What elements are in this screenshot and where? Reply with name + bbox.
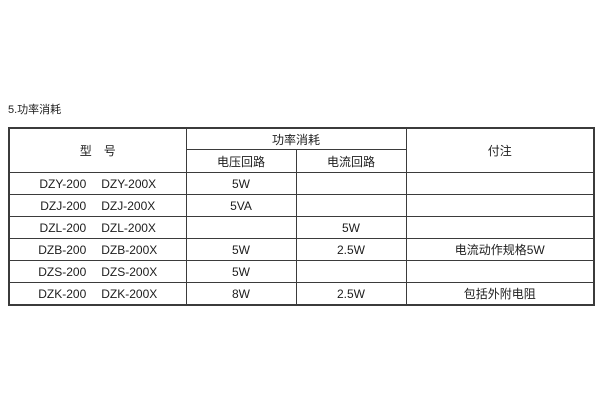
cell-voltage: 5W (185, 260, 297, 283)
cell-note (405, 260, 595, 283)
table-row: DZJ-200 DZJ-200X 5VA (8, 194, 595, 217)
cell-note: 包括外附电阻 (405, 282, 595, 306)
model-name-x: DZY-200X (101, 176, 157, 191)
cell-voltage: 5W (185, 238, 297, 261)
cell-current (295, 172, 407, 195)
cell-note (405, 216, 595, 239)
power-consumption-table: 型 号 功率消耗 付注 电压回路 电流回路 DZY-200 DZY-200X 5W… (8, 127, 596, 306)
model-name-x: DZK-200X (101, 286, 158, 301)
cell-model: DZL-200 DZL-200X (8, 216, 187, 239)
col-header-voltage-circuit: 电压回路 (185, 149, 297, 173)
model-name: DZL-200 (39, 220, 87, 235)
table-row: DZK-200 DZK-200X 8W 2.5W 包括外附电阻 (8, 282, 595, 306)
table-row: DZL-200 DZL-200X 5W (8, 216, 595, 239)
cell-voltage: 5W (185, 172, 297, 195)
cell-current: 2.5W (295, 282, 407, 306)
cell-model: DZS-200 DZS-200X (8, 260, 187, 283)
model-name-x: DZS-200X (101, 264, 158, 279)
cell-model: DZY-200 DZY-200X (8, 172, 187, 195)
model-name-x: DZJ-200X (101, 198, 156, 213)
section-title: 5.功率消耗 (8, 104, 62, 116)
cell-model: DZB-200 DZB-200X (8, 238, 187, 261)
table-row: DZS-200 DZS-200X 5W (8, 260, 595, 283)
table-row: DZY-200 DZY-200X 5W (8, 172, 595, 195)
cell-note (405, 172, 595, 195)
cell-current (295, 194, 407, 217)
cell-model: DZJ-200 DZJ-200X (8, 194, 187, 217)
col-header-model: 型 号 (8, 127, 187, 173)
col-header-power-group: 功率消耗 (185, 127, 407, 150)
cell-voltage: 8W (185, 282, 297, 306)
cell-voltage: 5VA (185, 194, 297, 217)
col-header-current-circuit: 电流回路 (295, 149, 407, 173)
cell-model: DZK-200 DZK-200X (8, 282, 187, 306)
model-name: DZJ-200 (40, 198, 87, 213)
model-name: DZB-200 (38, 242, 87, 257)
cell-voltage (185, 216, 297, 239)
table-row: DZB-200 DZB-200X 5W 2.5W 电流动作规格5W (8, 238, 595, 261)
cell-note: 电流动作规格5W (405, 238, 595, 261)
header-row-top: 型 号 功率消耗 付注 (8, 127, 595, 173)
cell-current (295, 260, 407, 283)
cell-note (405, 194, 595, 217)
model-name-x: DZB-200X (101, 242, 158, 257)
model-name: DZS-200 (38, 264, 87, 279)
model-name: DZY-200 (39, 176, 87, 191)
col-header-notes: 付注 (405, 127, 595, 173)
model-name-x: DZL-200X (101, 220, 156, 235)
cell-current: 2.5W (295, 238, 407, 261)
model-name: DZK-200 (38, 286, 87, 301)
cell-current: 5W (295, 216, 407, 239)
